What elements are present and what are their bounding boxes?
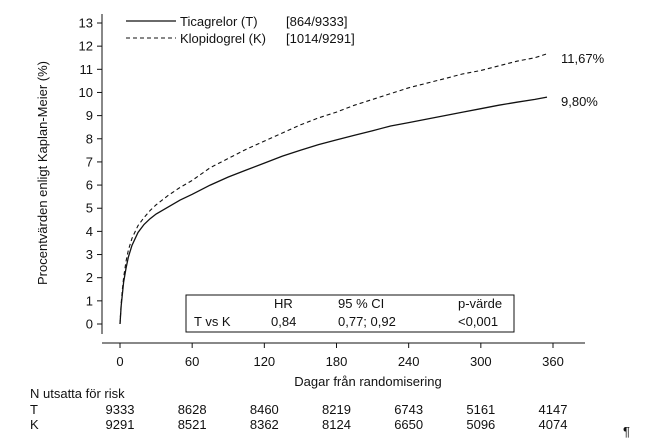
y-tick-label: 0 (86, 317, 93, 332)
risk-cell-k: 8521 (178, 417, 207, 432)
series-line-ticagrelor (119, 96, 548, 325)
y-axis-label: Procentvärden enligt Kaplan-Meier (%) (35, 61, 50, 285)
risk-cell-t: 6743 (394, 402, 423, 417)
risk-cell-k: 4074 (539, 417, 568, 432)
legend-label-ticagrelor: Ticagrelor (T) (180, 14, 258, 29)
risk-cell-t: 8219 (322, 402, 351, 417)
x-tick-label: 120 (253, 354, 275, 369)
survival-curves (119, 53, 548, 325)
y-tick-label: 3 (86, 247, 93, 262)
risk-row-label-t: T (30, 402, 38, 417)
legend-label-klopidogrel: Klopidogrel (K) (180, 31, 266, 46)
legend: Ticagrelor (T) [864/9333] Klopidogrel (K… (126, 14, 355, 46)
stats-box: HR 95 % CI p-värde T vs K 0,84 0,77; 0,9… (185, 294, 515, 333)
x-axis-label: Dagar från randomisering (294, 374, 441, 389)
stats-header-ci: 95 % CI (338, 296, 384, 311)
end-label-ticagrelor: 9,80% (561, 94, 598, 109)
legend-count-klopidogrel: [1014/9291] (286, 31, 355, 46)
x-tick-label: 240 (398, 354, 420, 369)
y-tick-label: 9 (86, 108, 93, 123)
stats-row-ci: 0,77; 0,92 (338, 314, 396, 329)
risk-cell-t: 5161 (466, 402, 495, 417)
risk-table-title: N utsatta för risk (30, 386, 125, 401)
y-tick-label: 8 (86, 131, 93, 146)
x-tick-label: 0 (116, 354, 123, 369)
risk-row-label-k: K (30, 417, 39, 432)
pilcrow-mark: ¶ (623, 424, 630, 439)
x-tick-label: 180 (326, 354, 348, 369)
stats-row-p: <0,001 (458, 314, 498, 329)
y-tick-label: 1 (86, 293, 93, 308)
risk-cell-k: 5096 (466, 417, 495, 432)
stats-row-label: T vs K (194, 314, 231, 329)
stats-header-p: p-värde (458, 296, 502, 311)
y-tick-label: 5 (86, 201, 93, 216)
stats-box-frame (185, 294, 515, 333)
x-tick-label: 300 (470, 354, 492, 369)
risk-cell-k: 8124 (322, 417, 351, 432)
y-tick-label: 11 (80, 62, 94, 77)
y-tick-label: 12 (79, 39, 93, 54)
series-line-klopidogrel (119, 53, 548, 325)
risk-cell-t: 8628 (178, 402, 207, 417)
x-tick-label: 360 (542, 354, 564, 369)
legend-count-ticagrelor: [864/9333] (286, 14, 347, 29)
risk-cell-k: 6650 (394, 417, 423, 432)
y-tick-label: 13 (79, 16, 93, 31)
y-tick-label: 6 (86, 178, 93, 193)
risk-cell-k: 9291 (106, 417, 135, 432)
risk-table: N utsatta för risk T K 9333 8628 8460 8219 6… (30, 386, 567, 432)
y-tick-label: 4 (86, 224, 93, 239)
x-ticks: 0 60 120 180 240 300 360 (116, 343, 564, 369)
risk-cell-t: 9333 (106, 402, 135, 417)
risk-cell-k: 8362 (250, 417, 279, 432)
y-tick-label: 2 (86, 270, 93, 285)
x-tick-label: 60 (185, 354, 199, 369)
risk-cell-t: 8460 (250, 402, 279, 417)
risk-cell-t: 4147 (539, 402, 568, 417)
y-tick-label: 7 (86, 154, 93, 169)
stats-row-hr: 0,84 (271, 314, 296, 329)
end-label-klopidogrel: 11,67% (561, 51, 605, 66)
stats-header-hr: HR (274, 296, 293, 311)
y-tick-label: 10 (79, 85, 93, 100)
